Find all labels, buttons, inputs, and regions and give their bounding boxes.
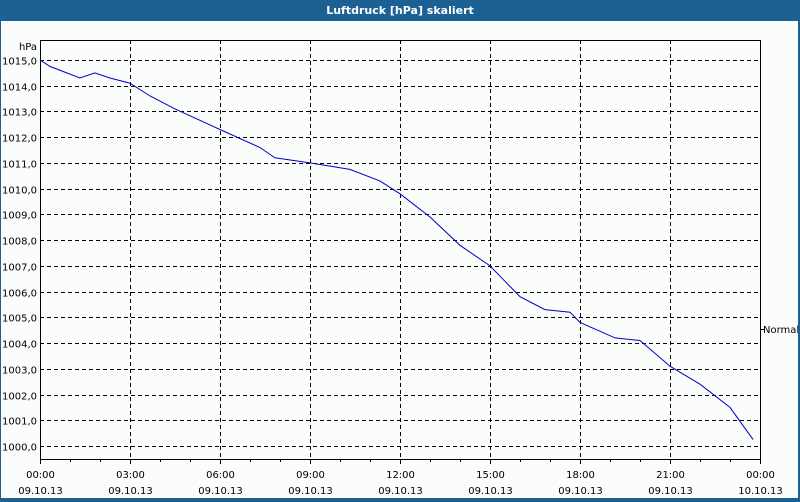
y-tick-label: 1010,0 <box>2 186 37 197</box>
y-tick-label: 1014,0 <box>2 83 37 94</box>
x-tick-time: 21:00 <box>656 470 685 481</box>
chart-title: Luftdruck [hPa] skaliert <box>326 4 474 17</box>
y-tick-label: 1009,0 <box>2 211 37 222</box>
line-chart: 1015,0 1014,0 1013,0 1012,0 1011,0 1010,0 1009… <box>2 40 799 497</box>
y-tick-label: 1006,0 <box>2 289 37 300</box>
x-tick-time: 03:00 <box>116 470 145 481</box>
chart-canvas: 1015,0 1014,0 1013,0 1012,0 1011,0 1010,0 1009… <box>1 21 799 498</box>
x-tick-date: 09.10.13 <box>468 486 513 497</box>
x-tick-time: 12:00 <box>386 470 415 481</box>
x-tick-time: 09:00 <box>296 470 325 481</box>
y-tick-label: 1011,0 <box>2 160 37 171</box>
y-tick-label: 1013,0 <box>2 108 37 119</box>
x-tick-date: 09.10.13 <box>288 486 333 497</box>
y-tick-label: 1008,0 <box>2 237 37 248</box>
x-tick-date: 09.10.13 <box>198 486 243 497</box>
y-tick-label: 1002,0 <box>2 392 37 403</box>
x-tick-time: 18:00 <box>566 470 595 481</box>
x-tick-date: 10.10.13 <box>738 486 783 497</box>
y-axis-unit: hPa <box>19 42 37 53</box>
x-tick-date: 09.10.13 <box>378 486 423 497</box>
y-tick-label: 1012,0 <box>2 134 37 145</box>
x-tick-date: 09.10.13 <box>648 486 693 497</box>
series-line-normal <box>39 59 754 440</box>
y-tick-label: 1001,0 <box>2 417 37 428</box>
y-tick-label: 1007,0 <box>2 263 37 274</box>
y-tick-label: 1000,0 <box>2 443 37 454</box>
x-tick-date: 09.10.13 <box>558 486 603 497</box>
x-tick-time: 15:00 <box>476 470 505 481</box>
y-tick-label: 1015,0 <box>2 57 37 68</box>
x-tick-time: 00:00 <box>26 470 55 481</box>
x-tick-time: 00:00 <box>746 470 775 481</box>
x-tick-date: 09.10.13 <box>108 486 153 497</box>
y-tick-label: 1003,0 <box>2 366 37 377</box>
legend-entry-normal: Normal <box>763 325 798 336</box>
y-tick-label: 1004,0 <box>2 340 37 351</box>
x-tick-time: 06:00 <box>206 470 235 481</box>
x-tick-date: 09.10.13 <box>18 486 63 497</box>
y-tick-label: 1005,0 <box>2 314 37 325</box>
